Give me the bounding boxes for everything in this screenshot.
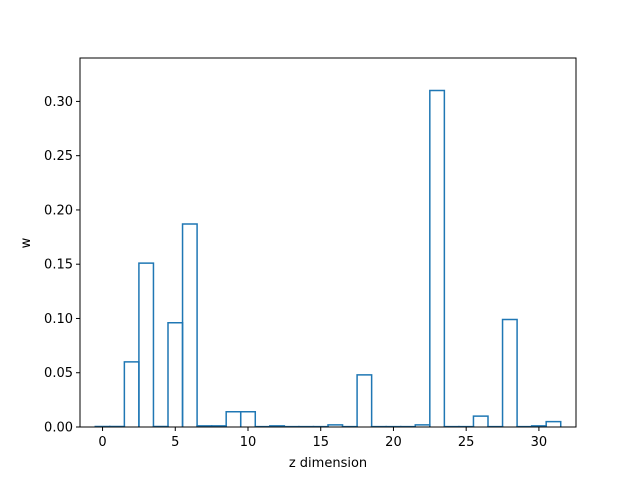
y-axis: 0.00 0.05 0.10 0.15 0.20 0.25 0.30 bbox=[44, 95, 80, 436]
y-tick-label-2: 0.10 bbox=[44, 312, 73, 327]
bar-10 bbox=[239, 411, 257, 427]
axes-frame bbox=[79, 57, 577, 428]
y-tick-label-6: 0.30 bbox=[44, 95, 73, 110]
y-tick-label-4: 0.20 bbox=[44, 203, 73, 218]
bar-26 bbox=[472, 415, 489, 427]
bar-6 bbox=[181, 223, 198, 427]
x-tick-label-5: 5 bbox=[171, 435, 179, 450]
x-axis-label: z dimension bbox=[289, 456, 367, 471]
x-tick-label-15: 15 bbox=[312, 435, 329, 450]
bar-16 bbox=[327, 424, 344, 427]
y-tick-label-1: 0.05 bbox=[44, 366, 73, 381]
bar-3 bbox=[138, 262, 155, 427]
x-tick-label-30: 30 bbox=[531, 435, 548, 450]
x-tick-label-25: 25 bbox=[458, 435, 475, 450]
bar-23 bbox=[429, 89, 446, 427]
y-axis-label: w bbox=[19, 237, 34, 248]
y-tick-label-0: 0.00 bbox=[44, 421, 73, 436]
y-tick-label-3: 0.15 bbox=[44, 258, 73, 273]
bar-31 bbox=[545, 420, 562, 427]
bar-18 bbox=[356, 374, 373, 427]
x-tick-label-20: 20 bbox=[385, 435, 402, 450]
x-tick-label-10: 10 bbox=[240, 435, 257, 450]
y-tick-label-5: 0.25 bbox=[44, 149, 73, 164]
x-axis: 0 5 10 15 20 25 30 bbox=[98, 427, 547, 450]
bar-28 bbox=[501, 318, 518, 427]
x-tick-label-0: 0 bbox=[98, 435, 106, 450]
